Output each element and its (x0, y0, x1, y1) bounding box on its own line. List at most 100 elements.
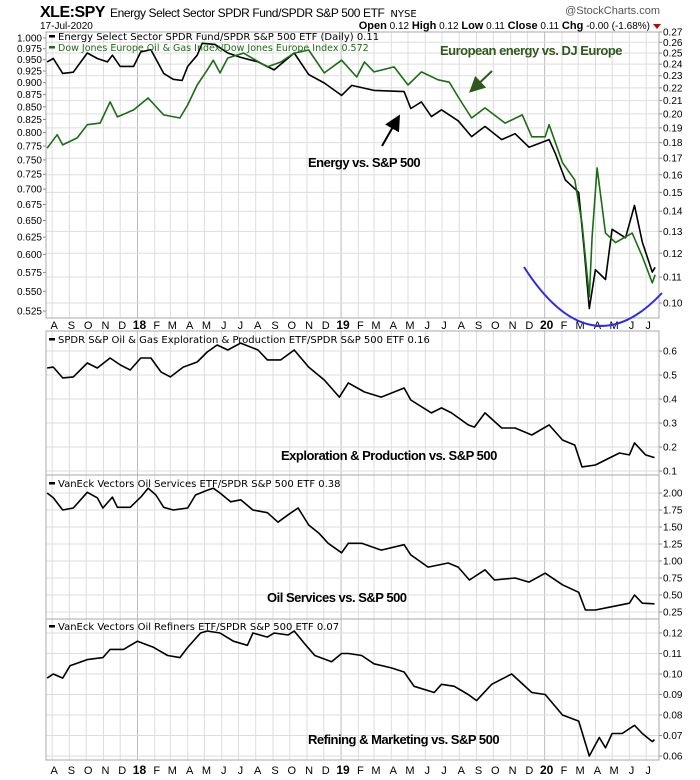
x-axis-tick-label: N (509, 765, 517, 777)
annotation-oih: Oil Services vs. S&P 500 (267, 590, 407, 605)
right-axis-tick-label: 1.50 (663, 523, 683, 534)
right-axis-tick-label: 0.1 (663, 467, 677, 478)
x-axis-tick-label: D (118, 320, 126, 332)
x-axis-tick-label: A (458, 320, 466, 332)
left-axis-tick-label: 0.650 (17, 216, 42, 227)
x-axis-tick-label: A (186, 320, 194, 332)
left-axis-tick-label: 0.925 (17, 67, 42, 78)
x-axis-tick-label: A (50, 320, 58, 332)
x-axis-tick-label: A (254, 320, 262, 332)
x-axis-tick-label: M (610, 765, 619, 777)
right-axis-tick-label: 0.75 (663, 574, 683, 585)
axes: 0.270.260.250.240.230.220.210.200.190.18… (17, 28, 683, 778)
left-axis-tick-label: 0.675 (17, 200, 42, 211)
x-axis-tick-label: N (305, 320, 313, 332)
left-axis-tick-label: 0.725 (17, 170, 42, 181)
close-label: Close (508, 20, 538, 32)
right-axis-tick-label: 0.25 (663, 608, 683, 619)
right-axis-tick-label: 0.24 (663, 60, 683, 71)
x-axis-tick-label: J (238, 320, 244, 332)
right-axis-tick-label: 0.50 (663, 591, 683, 602)
x-axis-tick-label: 18 (133, 763, 147, 777)
right-axis-tick-label: 0.2 (663, 443, 677, 454)
left-axis-tick-label: 0.625 (17, 233, 42, 244)
left-axis-tick-label: 0.525 (17, 307, 42, 318)
right-axis-tick-label: 0.27 (663, 28, 683, 39)
arrow-icon-green (469, 70, 493, 93)
right-axis-tick-label: 0.6 (663, 347, 677, 358)
left-axis-tick-label: 0.750 (17, 155, 42, 166)
legend-oih: VanEck Vectors Oil Services ETF/SPDR S&P… (49, 479, 341, 490)
x-axis-tick-label: S (271, 320, 278, 332)
right-axis-tick-label: 0.17 (663, 154, 683, 165)
right-axis-tick-label: 0.07 (663, 731, 683, 742)
chg-label: Chg (562, 20, 583, 32)
right-axis-tick-label: 0.26 (663, 38, 683, 49)
legend-swatch-xop (49, 338, 55, 341)
close-value: 0.11 (540, 21, 559, 32)
right-axis-tick-label: 0.15 (663, 188, 683, 199)
x-axis-tick-label: O (287, 320, 296, 332)
right-axis-tick-label: 0.13 (663, 227, 683, 238)
series-line-1-0 (46, 342, 655, 468)
right-axis-tick-label: 0.11 (663, 649, 682, 660)
x-axis-tick-label: N (101, 320, 109, 332)
x-axis-tick-label: S (271, 765, 278, 777)
right-axis-tick-label: 0.25 (663, 48, 683, 59)
x-axis-tick-label: F (153, 320, 160, 332)
x-axis-tick-label: J (425, 320, 431, 332)
x-axis-tick-label: M (576, 320, 585, 332)
legend-swatch-crak (49, 625, 55, 628)
legend-xop-text: SPDR S&P Oil & Gas Exploration & Product… (58, 335, 430, 346)
x-axis-tick-label: O (287, 765, 296, 777)
right-axis-tick-label: 1.25 (663, 540, 683, 551)
x-axis-tick-label: F (357, 765, 364, 777)
right-axis-tick-label: 2.00 (663, 489, 683, 500)
x-axis-tick-label: J (629, 765, 635, 777)
x-axis-tick-label: S (475, 320, 482, 332)
left-axis-tick-label: 0.875 (17, 90, 42, 101)
x-axis-tick-label: J (425, 765, 431, 777)
legend-swatch-energy (49, 35, 55, 38)
legend-xop: SPDR S&P Oil & Gas Exploration & Product… (49, 335, 430, 346)
x-axis-tick-label: A (50, 765, 58, 777)
legend-swatch-europe (49, 46, 55, 49)
x-axis-tick-label: A (390, 765, 398, 777)
x-axis-tick-label: F (357, 320, 364, 332)
x-axis-tick-label: M (371, 765, 380, 777)
x-axis-tick-label: J (238, 765, 244, 777)
right-axis-tick-label: 1.00 (663, 557, 683, 568)
legend-swatch-oih (49, 482, 55, 485)
chg-value: -0.00 (-1.68%) (586, 21, 650, 32)
right-axis-tick-label: 0.12 (663, 249, 683, 260)
right-axis-tick-label: 0.18 (663, 138, 683, 149)
series-line-3-0 (46, 630, 656, 757)
x-axis-tick-label: D (322, 320, 330, 332)
left-axis-tick-label: 0.700 (17, 185, 42, 196)
x-axis-tick-label: J (441, 320, 447, 332)
legend-europe: Dow Jones Europe Oil & Gas Index/Dow Jon… (58, 43, 369, 54)
left-axis-tick-label: 0.575 (17, 268, 42, 279)
x-axis-tick-label: D (322, 765, 330, 777)
right-axis-tick-label: 0.14 (663, 207, 683, 218)
right-axis-tick-label: 0.3 (663, 419, 677, 430)
left-axis-tick-label: 0.975 (17, 44, 42, 55)
low-label: Low (461, 20, 483, 32)
panel-frame (45, 618, 660, 761)
series-line-2-0 (46, 487, 655, 611)
x-axis-tick-label: N (305, 765, 313, 777)
left-axis-tick-label: 1.000 (17, 34, 42, 45)
x-axis-tick-label: A (186, 765, 194, 777)
x-axis-tick-label: J (221, 320, 227, 332)
right-axis-tick-label: 0.10 (663, 299, 683, 310)
legend-oih-text: VanEck Vectors Oil Services ETF/SPDR S&P… (58, 479, 341, 490)
x-axis-tick-label: 18 (133, 318, 147, 332)
right-axis-tick-label: 0.4 (663, 395, 677, 406)
security-title: Energy Select Sector SPDR Fund/SPDR S&P … (110, 6, 385, 20)
right-axis-tick-label: 1.75 (663, 506, 683, 517)
legend-crak: VanEck Vectors Oil Refiners ETF/SPDR S&P… (49, 622, 339, 633)
bottom-arc-annotation (523, 266, 663, 327)
series-lines (46, 42, 656, 757)
right-axis-tick-label: 0.21 (663, 96, 683, 107)
